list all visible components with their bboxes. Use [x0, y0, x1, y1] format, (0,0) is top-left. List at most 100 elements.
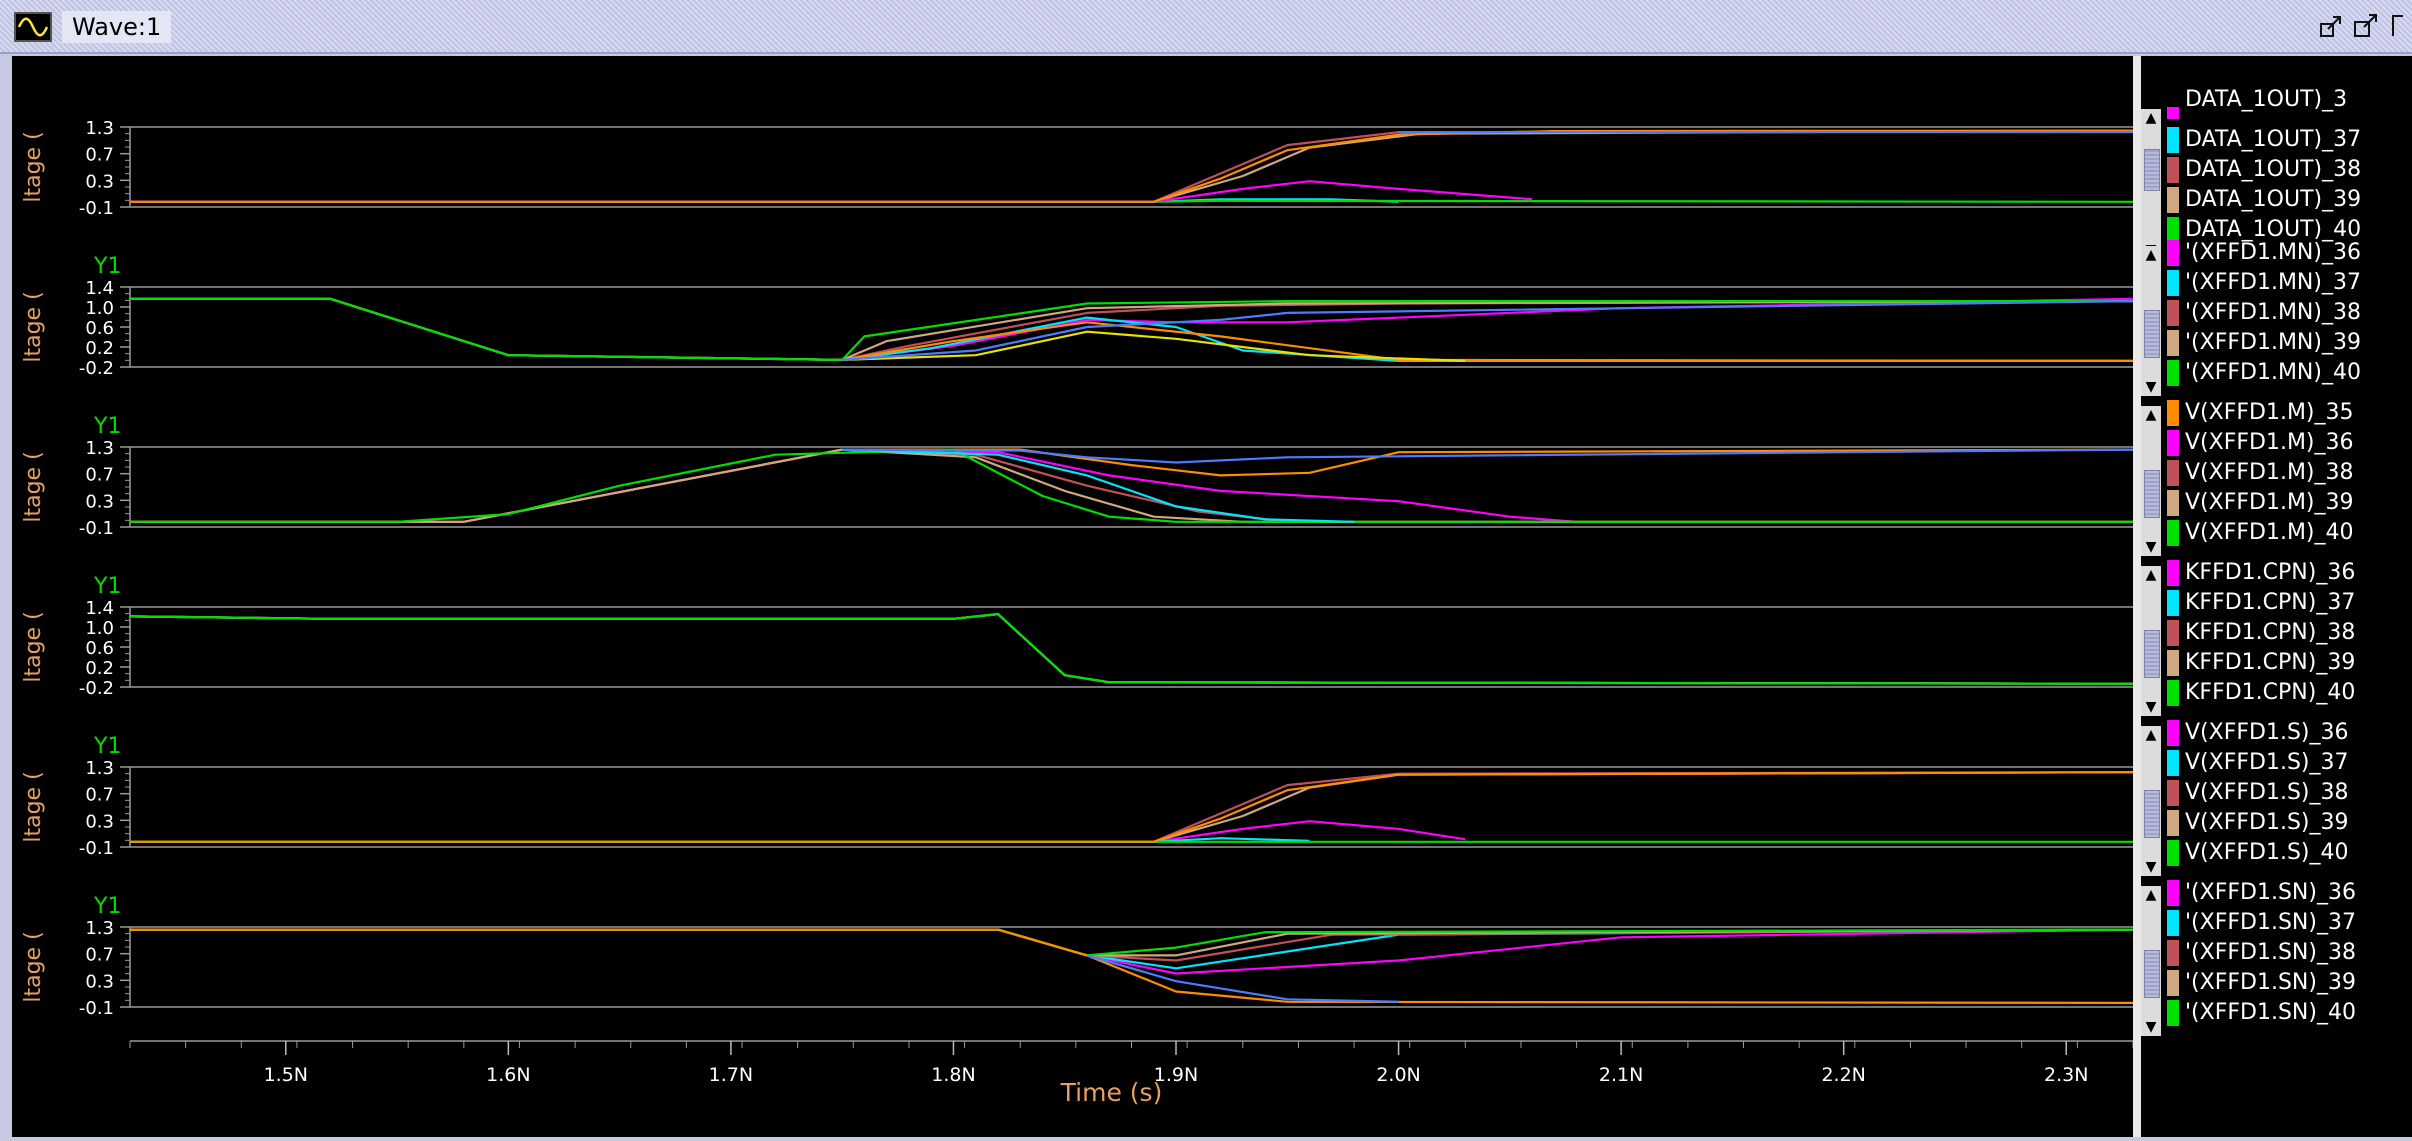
- series-line[interactable]: [130, 129, 2134, 203]
- y-tick-label: 0.7: [85, 145, 114, 166]
- series-line[interactable]: [130, 771, 2134, 843]
- y-tick-label: 0.7: [85, 945, 114, 966]
- maximize-icon[interactable]: [2352, 12, 2380, 40]
- y-tick-label: 1.3: [85, 918, 114, 939]
- series-line[interactable]: [842, 321, 2134, 362]
- legend-label: V(XFFD1.S)_36: [2185, 720, 2349, 745]
- legend-swatch: [2167, 720, 2179, 746]
- legend-label: V(XFFD1.S)_37: [2185, 750, 2349, 775]
- legend-label: '(XFFD1.SN)_37: [2185, 910, 2356, 935]
- scrollbar-thumb[interactable]: [2144, 790, 2160, 838]
- legend-panel: ▲ ▼ DATA_1OUT)_3 DATA_1OUT)_37 DATA_1OUT)_38…: [2141, 56, 2412, 1137]
- scroll-up-icon[interactable]: ▲: [2145, 247, 2157, 263]
- y-tick-label: 1.3: [85, 758, 114, 779]
- y-tick-label: 0.7: [85, 785, 114, 806]
- scroll-down-icon[interactable]: ▼: [2145, 379, 2157, 395]
- x-tick-label: 1.7N: [709, 1064, 753, 1086]
- scroll-down-icon[interactable]: ▼: [2145, 1019, 2157, 1035]
- scrollbar-thumb[interactable]: [2144, 630, 2160, 678]
- scroll-up-icon[interactable]: ▲: [2145, 110, 2157, 126]
- y-tick-label: 0.3: [85, 811, 114, 832]
- scrollbar-thumb[interactable]: [2144, 149, 2160, 191]
- legend-label: V(XFFD1.M)_39: [2185, 490, 2354, 515]
- scroll-up-icon[interactable]: ▲: [2145, 887, 2157, 903]
- series-line[interactable]: [842, 448, 2134, 464]
- legend-label: '(XFFD1.SN)_38: [2185, 940, 2356, 965]
- legend-swatch: [2167, 187, 2179, 213]
- series-line[interactable]: [129, 612, 2134, 685]
- scroll-down-icon[interactable]: ▼: [2145, 859, 2157, 875]
- series-line[interactable]: [842, 448, 1355, 523]
- scroll-up-icon[interactable]: ▲: [2145, 407, 2157, 423]
- window-title-bar[interactable]: Wave:1: [0, 0, 2412, 54]
- series-line[interactable]: [842, 300, 2134, 361]
- y-axis-label: ltage (: [21, 451, 46, 522]
- scroll-down-icon[interactable]: ▼: [2145, 699, 2157, 715]
- legend-label: DATA_1OUT)_39: [2185, 187, 2362, 212]
- y-tick-label: 0.3: [85, 491, 114, 512]
- series-line[interactable]: [130, 771, 2134, 843]
- legend-swatch: [2167, 157, 2179, 183]
- y-axis-label: ltage (: [21, 931, 46, 1002]
- y-axis-label: ltage (: [21, 611, 46, 682]
- x-tick-label: 2.0N: [1376, 1064, 1420, 1086]
- y-tick-label: -0.1: [79, 198, 114, 219]
- series-line[interactable]: [130, 129, 2134, 203]
- y-tick-label: 0.3: [85, 971, 114, 992]
- window-edge-icon[interactable]: [2388, 12, 2408, 40]
- series-line[interactable]: [130, 771, 2134, 843]
- legend-swatch: [2167, 880, 2179, 906]
- legend-label: '(XFFD1.MN)_40: [2185, 360, 2361, 385]
- y-tick-label: -0.2: [79, 358, 114, 379]
- series-line[interactable]: [130, 297, 2133, 361]
- scroll-up-icon[interactable]: ▲: [2145, 727, 2157, 743]
- series-line[interactable]: [130, 448, 2133, 523]
- series-line[interactable]: [129, 612, 2134, 685]
- waveform-canvas[interactable]: 1.3 0.7 0.3 -0.1 ltage (1.4 1.0 0.6 0.2 -0.2 Y1 lt…: [12, 56, 2134, 1137]
- legend-label: V(XFFD1.M)_36: [2185, 430, 2354, 455]
- legend-swatch: [2167, 490, 2179, 516]
- series-line[interactable]: [129, 612, 2134, 685]
- y-tick-label: -0.1: [79, 998, 114, 1019]
- legend-label: '(XFFD1.SN)_39: [2185, 970, 2356, 995]
- panel-splitter[interactable]: [2133, 56, 2141, 1137]
- scrollbar-thumb[interactable]: [2144, 470, 2160, 518]
- y-tick-label: 0.2: [85, 338, 114, 359]
- legend-label: DATA_1OUT)_3: [2185, 87, 2348, 112]
- y-axis-label: ltage (: [21, 131, 46, 202]
- legend-swatch: [2167, 780, 2179, 806]
- legend-label: DATA_1OUT)_37: [2185, 127, 2362, 152]
- series-line[interactable]: [129, 612, 2134, 685]
- scroll-down-icon[interactable]: ▼: [2145, 539, 2157, 555]
- legend-label: DATA_1OUT)_40: [2185, 217, 2362, 242]
- legend-swatch: [2167, 650, 2179, 676]
- series-line[interactable]: [130, 928, 2134, 1005]
- y-axis-label: ltage (: [21, 291, 46, 362]
- legend-swatch: [2167, 400, 2179, 426]
- series-line[interactable]: [842, 330, 1466, 362]
- legend-swatch: [2167, 430, 2179, 456]
- scrollbar-thumb[interactable]: [2144, 310, 2160, 358]
- series-line[interactable]: [1086, 954, 1399, 1003]
- legend-label: V(XFFD1.M)_35: [2185, 400, 2354, 425]
- legend-label: KFFD1.CPN)_36: [2185, 560, 2356, 585]
- legend-swatch: [2167, 810, 2179, 836]
- series-line[interactable]: [130, 297, 2134, 361]
- y-tick-label: 1.4: [85, 598, 114, 619]
- y-tick-label: 1.3: [85, 118, 114, 139]
- legend-label: V(XFFD1.M)_38: [2185, 460, 2354, 485]
- panel-label: Y1: [93, 894, 121, 919]
- panel-label: Y1: [93, 414, 121, 439]
- y-tick-label: 1.3: [85, 438, 114, 459]
- scrollbar-thumb[interactable]: [2144, 950, 2160, 998]
- legend-label: V(XFFD1.S)_39: [2185, 810, 2349, 835]
- x-tick-label: 1.6N: [486, 1064, 530, 1086]
- series-line[interactable]: [129, 612, 2134, 685]
- y-tick-label: -0.1: [79, 838, 114, 859]
- restore-icon[interactable]: [2318, 12, 2346, 40]
- series-line[interactable]: [130, 129, 2134, 203]
- series-line[interactable]: [130, 928, 2134, 970]
- x-tick-label: 1.8N: [931, 1064, 975, 1086]
- scroll-up-icon[interactable]: ▲: [2145, 567, 2157, 583]
